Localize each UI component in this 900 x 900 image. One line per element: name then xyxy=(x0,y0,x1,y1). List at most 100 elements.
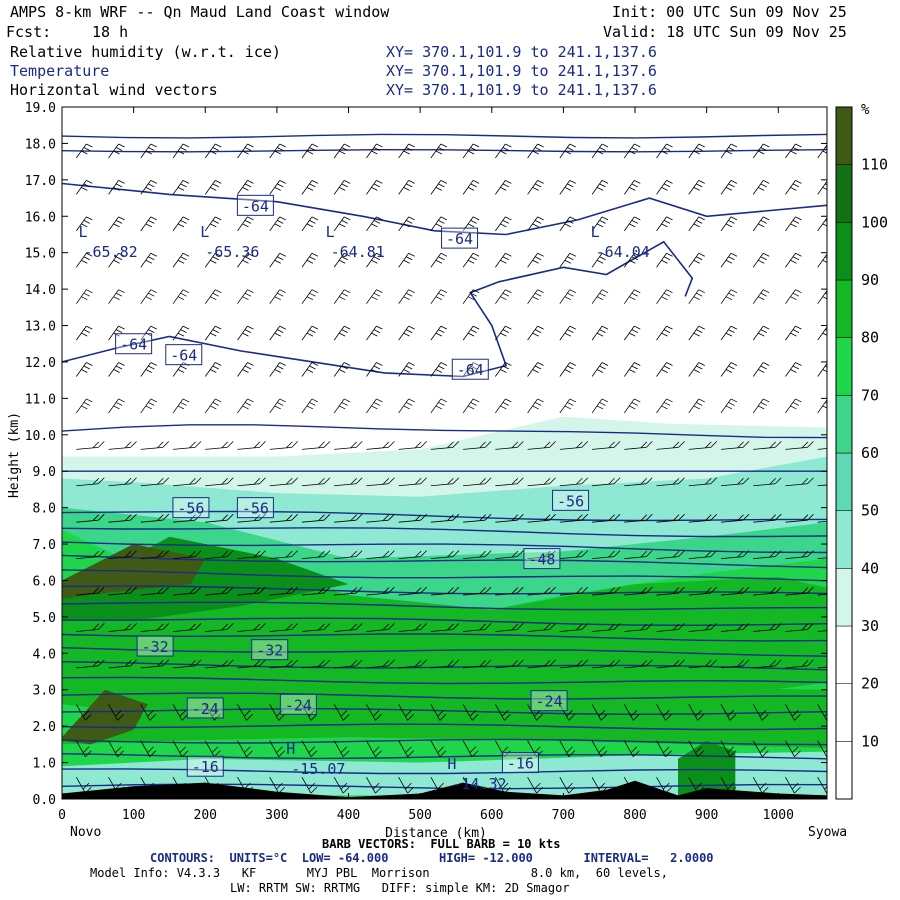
wind-barb-feather xyxy=(502,402,510,406)
wind-barb xyxy=(623,252,641,268)
wind-barb-feather xyxy=(728,256,735,261)
wind-barb-feather xyxy=(792,219,800,224)
wind-barb-feather xyxy=(601,325,609,330)
wind-barb xyxy=(366,398,383,414)
wind-barb-feather xyxy=(630,710,638,717)
wind-barb-feather xyxy=(323,623,331,630)
wind-barb xyxy=(785,180,802,195)
wind-barb-feather xyxy=(405,746,412,754)
wind-barb-feather xyxy=(704,441,712,449)
wind-barb xyxy=(334,441,363,450)
wind-barb-shaft xyxy=(559,556,582,560)
wind-barb-shaft xyxy=(688,556,711,560)
wind-barb-feather xyxy=(145,259,152,264)
wind-barb-feather xyxy=(308,746,315,754)
wind-barb-feather xyxy=(274,296,281,301)
wind-barb-feather xyxy=(355,623,363,630)
wind-barb-feather xyxy=(291,513,299,521)
wind-barb xyxy=(76,398,93,414)
wind-barb xyxy=(785,659,814,669)
wind-barb-feather xyxy=(598,710,606,717)
wind-barb-feather xyxy=(242,405,249,410)
wind-barb-feather xyxy=(435,296,443,301)
wind-barb-shaft xyxy=(527,704,537,721)
wind-barb-feather xyxy=(470,147,477,151)
wind-barb xyxy=(172,586,202,596)
wind-barb-feather xyxy=(479,477,486,485)
wind-barb-feather xyxy=(564,296,572,301)
wind-barb xyxy=(463,623,492,632)
wind-barb xyxy=(527,659,556,669)
wind-barb-shaft xyxy=(592,629,615,632)
wind-barb-feather xyxy=(243,710,251,717)
wind-barb-shaft xyxy=(753,483,776,487)
wind-barb-shaft xyxy=(817,557,827,560)
wind-barb xyxy=(205,550,234,560)
colorbar-segment xyxy=(835,222,853,281)
wind-barb-feather xyxy=(646,441,653,448)
wind-barb-feather xyxy=(795,398,802,403)
wind-barb-shaft xyxy=(688,519,711,523)
wind-barb-feather xyxy=(279,362,286,366)
wind-barb xyxy=(495,398,512,414)
wind-barb-feather xyxy=(221,660,229,667)
wind-barb-feather xyxy=(634,180,641,184)
wind-barb-feather xyxy=(801,550,809,558)
wind-barb xyxy=(591,325,609,341)
wind-barb xyxy=(172,252,190,268)
wind-barb-shaft xyxy=(559,740,570,757)
wind-barb-shaft xyxy=(76,629,99,632)
wind-barb-feather xyxy=(285,623,293,631)
wind-barb-feather xyxy=(822,332,827,336)
wind-barb xyxy=(172,216,190,232)
wind-barb-shaft xyxy=(495,483,518,487)
wind-barb-feather xyxy=(517,477,524,485)
wind-barb-feather xyxy=(212,365,219,370)
temp-label: -16 xyxy=(192,758,219,776)
wind-barb-feather xyxy=(698,180,705,184)
wind-barb-feather xyxy=(760,365,767,370)
wind-barb-feather xyxy=(599,365,606,370)
wind-barb-feather xyxy=(543,587,551,594)
temp-label-box xyxy=(172,497,210,519)
wind-barb-feather xyxy=(162,586,170,594)
wind-barb-feather xyxy=(567,365,574,370)
wind-barb-feather xyxy=(728,292,735,297)
wind-barb-feather xyxy=(162,477,170,485)
wind-barb-shaft xyxy=(140,740,151,757)
wind-barb xyxy=(334,586,363,596)
wind-barb xyxy=(237,289,254,304)
wind-barb-feather xyxy=(373,183,381,188)
wind-barb-feather xyxy=(420,513,427,521)
wind-barb-shaft xyxy=(301,740,312,757)
isotherm xyxy=(62,133,827,139)
wind-barb-shaft xyxy=(301,592,324,596)
wind-barb-feather xyxy=(564,405,572,410)
colorbar-tick-label: 60 xyxy=(861,444,879,462)
wind-barb xyxy=(688,362,705,377)
wind-barb xyxy=(592,477,621,487)
wind-barb xyxy=(76,586,105,596)
wind-barb xyxy=(688,550,718,560)
wind-barb xyxy=(301,586,331,596)
wind-barb xyxy=(172,325,190,341)
wind-barb-feather xyxy=(567,329,574,333)
wind-barb-feather xyxy=(408,216,415,221)
wind-barb-feather xyxy=(247,180,254,184)
wind-barb-feather xyxy=(420,441,427,448)
temp-label: -24 xyxy=(536,693,563,711)
wind-barb-feather xyxy=(408,252,415,257)
wind-barb-shaft xyxy=(430,629,453,632)
wind-barb-feather xyxy=(437,710,444,717)
wind-barb-feather xyxy=(581,477,589,485)
wind-barb-feather xyxy=(710,586,718,594)
wind-barb-feather xyxy=(730,325,738,330)
wind-barb-feather xyxy=(420,586,427,594)
wind-barb-shaft xyxy=(463,556,486,560)
wind-barb-feather xyxy=(311,252,319,257)
wind-barb-feather xyxy=(162,550,170,557)
wind-barb xyxy=(688,252,705,268)
wind-barb-feather xyxy=(182,216,190,221)
wind-barb-feather xyxy=(662,710,670,717)
wind-barb-shaft xyxy=(656,704,666,721)
